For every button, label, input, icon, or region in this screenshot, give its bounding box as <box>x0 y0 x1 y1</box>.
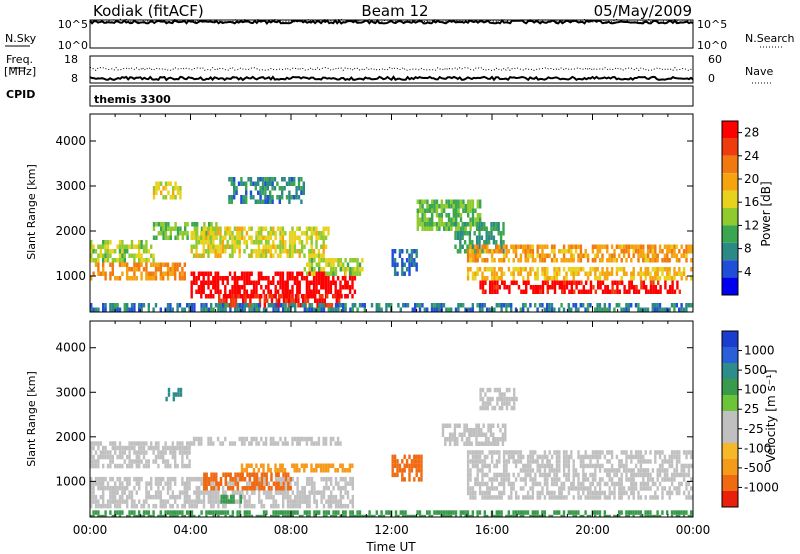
colorbar-tick-label: -25 <box>744 422 764 436</box>
freq-panel: Freq. [MHz] 18 8 60 0 Nave <box>4 53 773 85</box>
freq-label-line2: [MHz] <box>4 65 36 78</box>
colorbar-segment <box>722 277 738 295</box>
colorbar-tick-label: 8 <box>744 242 752 256</box>
nsky-panel: N.Sky 10^5 10^0 10^5 10^0 N.Search <box>5 18 795 52</box>
colorbar-tick-label: 500 <box>744 363 767 377</box>
nave-label: Nave <box>745 65 773 78</box>
colorbar-tick-label: 28 <box>744 126 759 140</box>
velocity-ylabel: Slant Range [km] <box>25 371 38 467</box>
nsky-label: N.Sky <box>5 32 37 45</box>
time-axis-ticks: 00:00 04:00 08:00 12:00 16:00 20:00 00:00 <box>73 523 711 537</box>
nave-tick-top: 60 <box>708 53 722 66</box>
beam-title: Beam 12 <box>361 2 428 20</box>
nsky-trace <box>89 18 694 25</box>
colorbar-segment <box>722 363 738 379</box>
colorbar-segment <box>722 459 738 475</box>
cpid-label: CPID <box>6 88 35 101</box>
freq-label-line1: Freq. <box>6 53 33 66</box>
range-tick-label: 4000 <box>55 341 86 355</box>
colorbar-segment <box>722 347 738 363</box>
colorbar-segment <box>722 121 738 139</box>
date-title: 05/May/2009 <box>594 2 692 20</box>
colorbar-tick-label: -1000 <box>744 480 779 494</box>
power-ylabel: Slant Range [km] <box>25 164 38 260</box>
colorbar-tick-label: 1000 <box>744 344 775 358</box>
colorbar-segment <box>722 379 738 395</box>
nave-tick-bottom: 0 <box>708 72 715 85</box>
colorbar-segment <box>722 225 738 243</box>
velocity-colorbar-label: Velocity [m s⁻¹] <box>764 369 778 462</box>
time-tick-label: 00:00 <box>676 523 711 537</box>
velocity-heatmap <box>90 387 693 517</box>
colorbar-tick-label: 12 <box>744 218 759 232</box>
power-colorbar-label: Power [dB] <box>759 181 773 246</box>
colorbar-segment <box>722 260 738 278</box>
power-colorbar: 4 8 12 16 20 24 28 <box>721 120 759 296</box>
range-tick-label: 3000 <box>55 385 86 399</box>
freq-tick-bottom: 8 <box>71 72 78 85</box>
nsky-tick-top: 10^5 <box>58 18 88 31</box>
range-tick-label: 4000 <box>55 134 86 148</box>
colorbar-tick-label: 24 <box>744 149 759 163</box>
colorbar-tick-label: 25 <box>744 402 759 416</box>
colorbar-segment <box>722 411 738 427</box>
nsearch-tick-bottom: 10^0 <box>697 39 727 52</box>
colorbar-tick-label: 4 <box>744 265 752 279</box>
range-tick-label: 2000 <box>55 224 86 238</box>
colorbar-segment <box>722 173 738 191</box>
time-tick-label: 16:00 <box>475 523 510 537</box>
freq-tick-top: 18 <box>64 53 78 66</box>
time-tick-label: 12:00 <box>374 523 409 537</box>
range-tick-label: 1000 <box>55 269 86 283</box>
range-tick-label: 2000 <box>55 430 86 444</box>
power-panel: 1000 2000 3000 4000 Slant Range [km] 4 8 12 16… <box>25 113 773 313</box>
colorbar-segment <box>722 190 738 208</box>
colorbar-segment <box>722 475 738 491</box>
colorbar-tick-label: 16 <box>744 195 759 209</box>
colorbar-segment <box>722 443 738 459</box>
range-tick-label: 1000 <box>55 474 86 488</box>
colorbar-segment <box>722 491 738 507</box>
colorbar-segment <box>722 208 738 226</box>
range-tick-label: 3000 <box>55 179 86 193</box>
nsearch-tick-top: 10^5 <box>697 18 727 31</box>
cpid-panel: CPID themis 3300 <box>6 85 694 107</box>
colorbar-segment <box>722 242 738 261</box>
time-axis-label: Time UT <box>365 540 416 554</box>
station-title: Kodiak (fitACF) <box>93 2 204 20</box>
colorbar-tick-label: 20 <box>744 172 759 186</box>
colorbar-tick-label: 100 <box>744 383 767 397</box>
freq-trace <box>89 66 694 82</box>
time-tick-label: 04:00 <box>173 523 208 537</box>
colorbar-segment <box>722 138 738 156</box>
cpid-value: themis 3300 <box>94 93 171 106</box>
colorbar-segment <box>722 395 738 411</box>
power-heatmap <box>90 177 693 312</box>
colorbar-segment <box>722 427 738 443</box>
nsky-tick-bottom: 10^0 <box>58 39 88 52</box>
colorbar-tick-label: -100 <box>744 441 771 455</box>
colorbar-segment <box>722 331 738 347</box>
colorbar-tick-label: -500 <box>744 461 771 475</box>
time-tick-label: 08:00 <box>274 523 309 537</box>
time-tick-label: 20:00 <box>575 523 610 537</box>
time-tick-label: 00:00 <box>73 523 108 537</box>
colorbar-segment <box>722 155 738 174</box>
velocity-colorbar: 1000 500 100 25 -25 -100 -500 -1000 <box>721 330 779 508</box>
velocity-panel: 1000 2000 3000 4000 Slant Range [km] 1000 50… <box>25 320 779 518</box>
nsearch-label: N.Search <box>745 32 795 45</box>
